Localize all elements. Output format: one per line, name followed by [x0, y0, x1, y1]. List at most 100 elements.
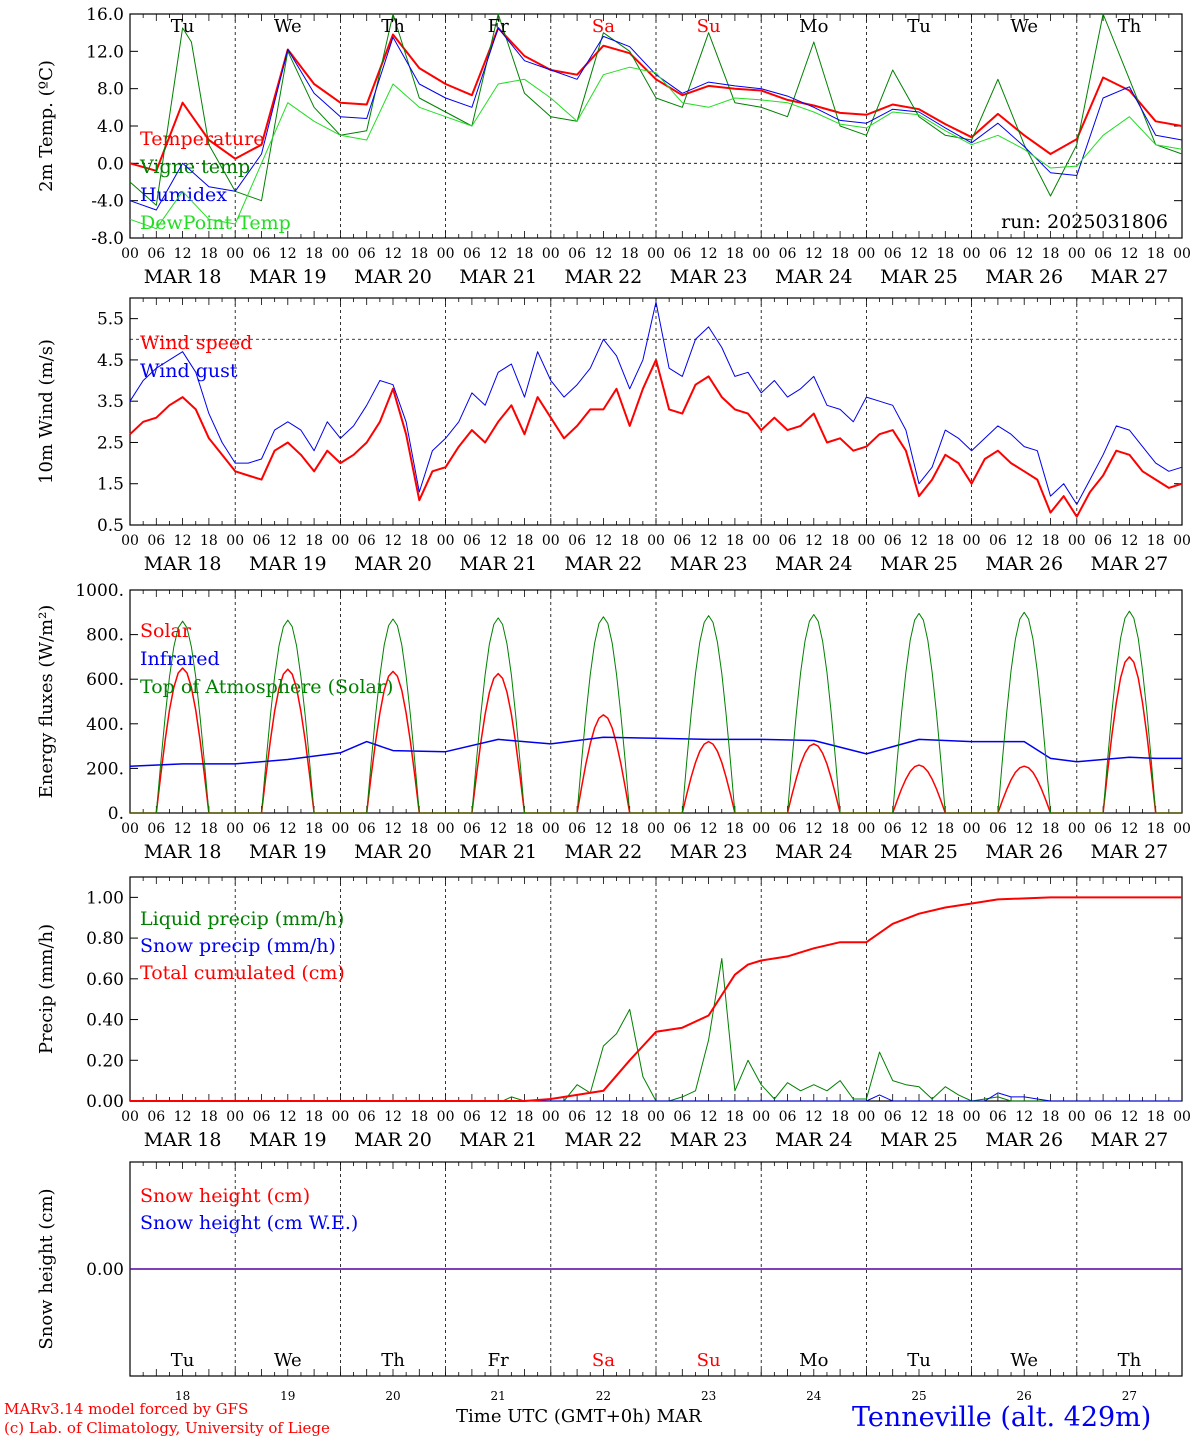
- x-axis-month: MAR: [656, 1406, 702, 1427]
- hour-tick-label: 12: [594, 246, 612, 262]
- legend-entry: Total cumulated (cm): [140, 962, 345, 984]
- date-label: MAR 23: [670, 841, 748, 863]
- hour-tick-label: 18: [305, 1109, 323, 1125]
- hour-tick-label: 00: [963, 533, 981, 549]
- day-name-label: We: [274, 1350, 302, 1371]
- hour-tick-label: 06: [358, 1109, 376, 1125]
- hour-tick-label: 06: [989, 1109, 1007, 1125]
- date-label: MAR 20: [354, 841, 432, 863]
- hour-tick-label: 06: [253, 246, 271, 262]
- hour-tick-label: 06: [568, 821, 586, 837]
- y-tick-label: 800.: [86, 626, 124, 646]
- hour-tick-label: 18: [831, 821, 849, 837]
- hour-tick-label: 00: [121, 246, 139, 262]
- legend-entry: Liquid precip (mm/h): [140, 908, 344, 930]
- chart-panel-5: 0.00 Snow height (cm) Snow height (cm) Snow…: [36, 1161, 1183, 1403]
- date-label: MAR 19: [249, 553, 327, 575]
- day-number-label: 23: [701, 1389, 716, 1403]
- model-credit: MARv3.14 model forced by GFS: [4, 1400, 249, 1418]
- date-label: MAR 26: [985, 1129, 1063, 1151]
- hour-tick-label: 18: [1042, 1109, 1060, 1125]
- y-axis-label: Precip (mm/h): [36, 924, 57, 1054]
- date-label: MAR 20: [354, 1129, 432, 1151]
- hour-tick-label: 00: [857, 246, 875, 262]
- date-label: MAR 22: [565, 841, 643, 863]
- date-label: MAR 21: [459, 1129, 537, 1151]
- date-label: MAR 19: [249, 266, 327, 288]
- series-line-3: [129, 27, 1183, 211]
- hour-tick-label: 12: [1015, 1109, 1033, 1125]
- day-name-label: Th: [381, 16, 405, 37]
- hour-tick-label: 18: [621, 533, 639, 549]
- y-axis-label: 2m Temp. (ºC): [36, 60, 57, 192]
- legend-entry: Humidex: [140, 184, 227, 206]
- hour-tick-label: 00: [647, 246, 665, 262]
- hour-tick-label: 00: [331, 246, 349, 262]
- hour-tick-label: 06: [147, 821, 165, 837]
- hour-tick-label: 06: [147, 1109, 165, 1125]
- day-name-label: Th: [1118, 1350, 1142, 1371]
- hour-tick-label: 06: [1094, 1109, 1112, 1125]
- y-tick-label: 1000.: [75, 581, 124, 601]
- hour-tick-label: 12: [594, 821, 612, 837]
- hour-tick-label: 00: [752, 533, 770, 549]
- hour-tick-label: 00: [647, 533, 665, 549]
- hour-tick-label: 18: [726, 246, 744, 262]
- legend-entry: Top of Atmosphere (Solar): [140, 676, 393, 698]
- hour-tick-label: 00: [1173, 246, 1191, 262]
- hour-tick-label: 06: [884, 533, 902, 549]
- day-number-label: 24: [806, 1389, 822, 1403]
- date-label: MAR 26: [985, 553, 1063, 575]
- hour-tick-label: 06: [358, 821, 376, 837]
- legend-entry: Wind gust: [140, 360, 238, 382]
- x-axis-title: Time UTC (GMT+0h) MAR: [456, 1406, 702, 1427]
- date-label: MAR 27: [1091, 553, 1169, 575]
- hour-tick-label: 18: [621, 821, 639, 837]
- hour-tick-label: 18: [410, 1109, 428, 1125]
- hour-tick-label: 12: [384, 821, 402, 837]
- hour-tick-label: 18: [831, 246, 849, 262]
- hour-tick-label: 06: [147, 533, 165, 549]
- hour-tick-label: 12: [700, 533, 718, 549]
- date-label: MAR 21: [459, 841, 537, 863]
- day-number-label: 20: [385, 1389, 400, 1403]
- day-name-label: Th: [381, 1350, 405, 1371]
- hour-tick-label: 12: [805, 246, 823, 262]
- date-label: MAR 18: [144, 1129, 222, 1151]
- hour-tick-label: 18: [831, 1109, 849, 1125]
- hour-tick-label: 12: [1120, 1109, 1138, 1125]
- date-label: MAR 25: [880, 841, 958, 863]
- y-tick-label: 0.40: [86, 1011, 124, 1031]
- series-line-3: [130, 610, 1182, 814]
- date-label: MAR 27: [1091, 266, 1169, 288]
- day-number-label: 22: [596, 1389, 611, 1403]
- hour-tick-label: 06: [884, 1109, 902, 1125]
- hour-tick-label: 06: [779, 821, 797, 837]
- hour-tick-label: 00: [857, 821, 875, 837]
- hour-tick-label: 12: [594, 533, 612, 549]
- hour-tick-label: 18: [410, 533, 428, 549]
- date-label: MAR 21: [459, 553, 537, 575]
- hour-tick-label: 00: [331, 821, 349, 837]
- date-label: MAR 18: [144, 266, 222, 288]
- y-tick-label: 4.5: [97, 351, 124, 371]
- day-name-label: Fr: [488, 16, 509, 37]
- hour-tick-label: 06: [568, 533, 586, 549]
- day-name-label: Tu: [171, 1350, 195, 1371]
- day-name-label: Th: [1118, 16, 1142, 37]
- hour-tick-label: 18: [516, 1109, 534, 1125]
- series-line-2: [129, 736, 1182, 767]
- series-line-2: [129, 13, 1183, 206]
- hour-tick-label: 06: [989, 821, 1007, 837]
- hour-tick-label: 12: [489, 246, 507, 262]
- day-number-label: 21: [491, 1389, 506, 1403]
- plot-frame: [129, 13, 1183, 239]
- hour-tick-label: 18: [936, 246, 954, 262]
- hour-tick-label: 06: [568, 1109, 586, 1125]
- hour-tick-label: 00: [437, 533, 455, 549]
- date-label: MAR 25: [880, 553, 958, 575]
- hour-tick-label: 06: [989, 533, 1007, 549]
- hour-tick-label: 18: [936, 533, 954, 549]
- hour-tick-label: 12: [805, 533, 823, 549]
- hour-tick-label: 06: [253, 1109, 271, 1125]
